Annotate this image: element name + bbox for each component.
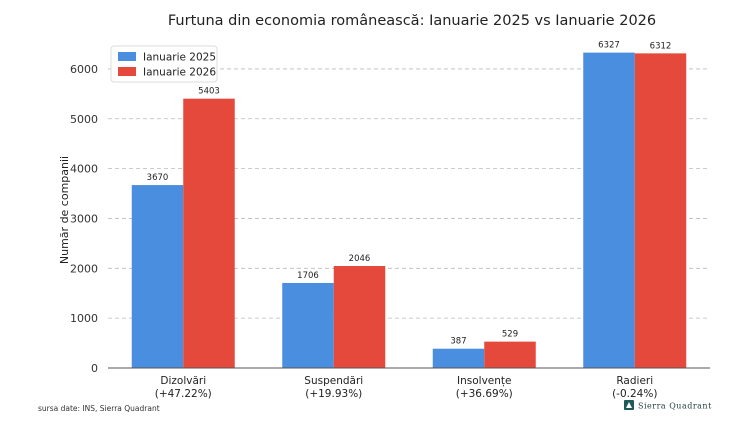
bar-value-label: 6312 [650,41,672,51]
sierra-quadrant-logo-icon [624,400,634,410]
category-change-label: (+36.69%) [456,388,513,400]
bar [183,98,235,369]
bar [583,52,635,369]
category-label: Dizolvări [160,375,206,387]
y-tick-label: 4000 [70,163,98,176]
category-labels: Dizolvări(+47.22%) Suspendări(+19.93%) Ins… [155,375,658,400]
bars [131,52,687,369]
bar [333,266,386,368]
legend-label-2026: Ianuarie 2026 [143,67,216,79]
category-label: Radieri [616,375,653,387]
bar-value-label: 5403 [198,87,220,97]
value-labels: 3670 5403 1706 2046 387 529 6327 6312 [147,41,672,347]
chart-title: Furtuna din economia românească: Ianuari… [168,13,656,29]
category-label: Suspendări [304,375,363,387]
y-tick-label: 3000 [70,212,98,225]
bar-value-label: 1706 [297,271,319,281]
category-change-label: (-0.24%) [612,388,657,400]
bar-value-label: 6327 [598,41,620,51]
legend: Ianuarie 2025 Ianuarie 2026 [110,45,218,83]
category-label: Insolvențe [457,375,511,387]
brand-logo: Sierra Quadrant [624,400,712,411]
legend-swatch-2025 [118,52,136,61]
bar [131,185,184,368]
bar [432,348,485,368]
y-tick-label: 2000 [70,262,98,275]
y-tick-label: 1000 [70,312,98,325]
y-tick-label: 6000 [70,63,98,76]
bar [484,341,536,368]
bar-value-label: 2046 [349,254,371,264]
legend-label-2025: Ianuarie 2025 [143,52,216,64]
y-tick-label: 5000 [70,113,98,126]
y-tick-label: 0 [91,362,98,375]
source-note: sursa date: INS, Sierra Quadrant [38,404,160,413]
bar-value-label: 3670 [147,173,169,183]
bar [634,53,687,368]
y-axis-label: Număr de companii [58,156,71,264]
bar-value-label: 387 [450,337,466,347]
legend-swatch-2026 [118,67,136,76]
y-axis-ticks: 0 1000 2000 3000 4000 5000 6000 [70,63,98,375]
category-change-label: (+19.93%) [305,388,362,400]
brand-name: Sierra Quadrant [638,402,712,411]
bar-value-label: 529 [502,330,518,340]
legend-box [110,45,218,83]
bar [282,282,334,368]
category-change-label: (+47.22%) [155,388,212,400]
